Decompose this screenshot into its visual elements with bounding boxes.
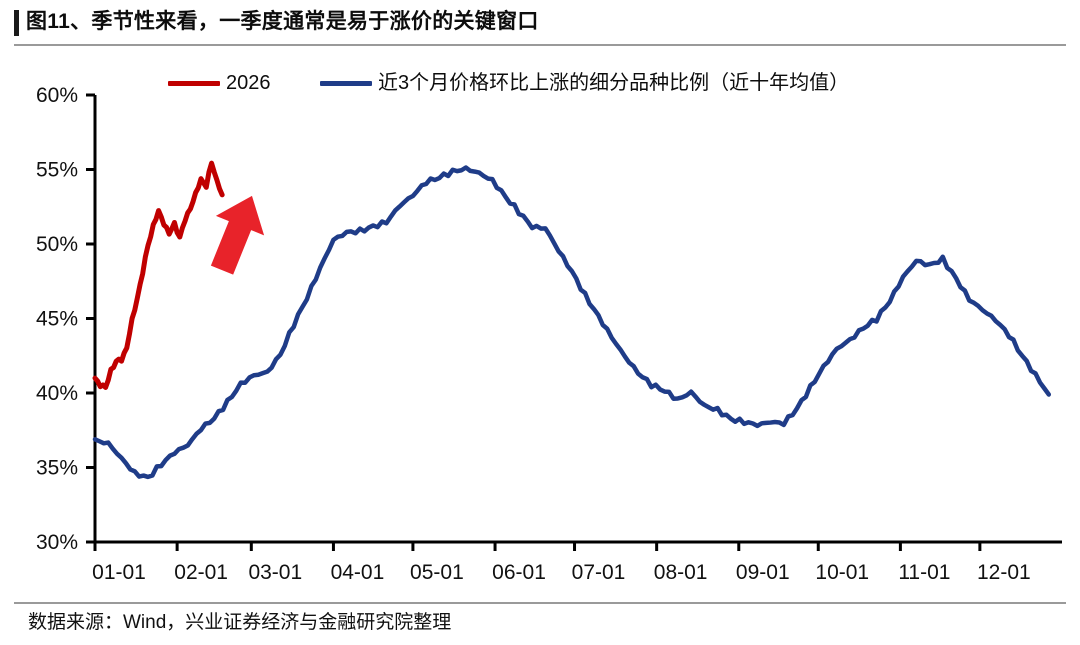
legend-swatch-red (168, 80, 220, 86)
series-line-average (92, 165, 1051, 480)
x-tick-label: 10-01 (815, 561, 869, 584)
x-tick-label: 04-01 (331, 561, 385, 584)
y-tick-label: 50% (36, 233, 78, 256)
x-tick-label: 05-01 (410, 561, 464, 584)
x-tick-label: 01-01 (92, 561, 146, 584)
y-tick-label: 55% (36, 159, 78, 182)
page-title: 图11、季节性来看，一季度通常是易于涨价的关键窗口 (26, 10, 539, 33)
x-tick-label: 03-01 (248, 561, 302, 584)
y-tick-label: 45% (36, 308, 78, 331)
footer-divider (14, 602, 1066, 604)
x-tick-label: 09-01 (736, 561, 790, 584)
up-arrow-annotation (210, 195, 265, 275)
title-divider (14, 44, 1066, 46)
y-tick-label: 35% (36, 457, 78, 480)
chart-legend: 2026 近3个月价格环比上涨的细分品种比例（近十年均值） (0, 66, 1080, 100)
source-note: 数据来源：Wind，兴业证券经济与金融研究院整理 (28, 612, 452, 633)
title-block: 图11、季节性来看，一季度通常是易于涨价的关键窗口 (0, 0, 1080, 46)
chart-series-lines (92, 160, 1051, 480)
title-accent-bar (14, 10, 19, 36)
x-axis-tick-labels: 01-01 02-01 03-01 04-01 05-01 06-01 07-01 08-01… (92, 561, 1031, 584)
legend-label-average: 近3个月价格环比上涨的细分品种比例（近十年均值） (378, 72, 850, 94)
legend-label-2026: 2026 (226, 72, 271, 94)
legend-item-average: 近3个月价格环比上涨的细分品种比例（近十年均值） (320, 66, 849, 100)
legend-swatch-blue (320, 80, 372, 86)
chart-axes (86, 93, 1062, 551)
y-tick-label: 40% (36, 382, 78, 405)
x-tick-label: 08-01 (654, 561, 708, 584)
x-tick-label: 02-01 (174, 561, 228, 584)
x-tick-label: 07-01 (572, 561, 626, 584)
x-tick-label: 06-01 (492, 561, 546, 584)
series-line-2026 (92, 160, 225, 390)
legend-item-2026: 2026 (168, 66, 271, 100)
x-tick-label: 11-01 (898, 561, 950, 584)
y-tick-label: 30% (36, 531, 78, 554)
y-tick-label: 60% (36, 84, 78, 107)
x-tick-label: 12-01 (977, 561, 1031, 584)
y-axis-tick-labels: 60% 55% 50% 45% 40% 35% 30% (36, 84, 78, 554)
